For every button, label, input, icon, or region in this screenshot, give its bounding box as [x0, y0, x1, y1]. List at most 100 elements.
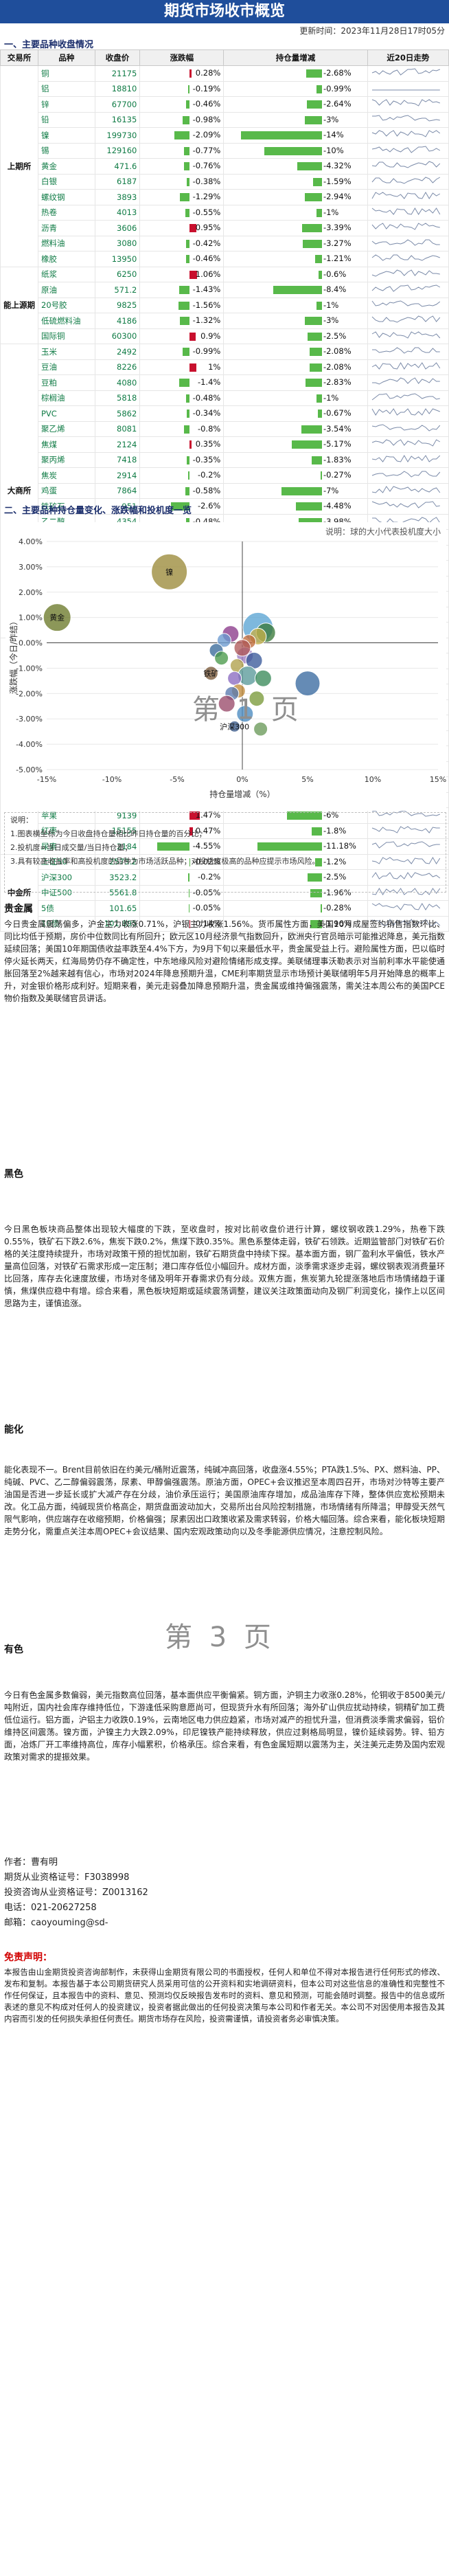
- change-bar: [179, 286, 189, 294]
- change-cell: -0.19%: [139, 80, 224, 97]
- product-name: 棕榈油: [38, 390, 95, 406]
- change-value: -0.46%: [192, 99, 221, 109]
- trend-sparkline: [367, 204, 449, 221]
- trend-sparkline: [367, 421, 449, 437]
- sparkline-icon: [371, 223, 440, 230]
- x-axis-label: 持仓量增减（%）: [209, 789, 275, 799]
- section-black-title: 黑色: [4, 1169, 23, 1180]
- chart-legend-note: 说明：球的大小代表投机度大小: [325, 526, 441, 537]
- position-bar: [257, 842, 322, 851]
- sparkline-icon: [371, 424, 440, 432]
- position-cell: -1%: [223, 390, 368, 406]
- product-name: 黄金: [38, 158, 95, 175]
- sparkline-icon: [371, 903, 440, 911]
- position-bar: [316, 394, 322, 403]
- trend-sparkline: [367, 498, 449, 515]
- position-bar: [314, 858, 322, 866]
- close-price: 571.2: [94, 282, 141, 298]
- trend-sparkline: [367, 65, 449, 82]
- sparkline-icon: [371, 115, 440, 122]
- position-bar: [306, 69, 322, 78]
- change-bar: [185, 208, 189, 217]
- update-time: 更新时间：2023年11月28日17时05分: [299, 26, 445, 36]
- bubble-point: [253, 721, 268, 737]
- change-bar: [189, 811, 200, 820]
- position-cell: -2.64%: [223, 96, 368, 113]
- change-value: -0.76%: [192, 161, 221, 170]
- sparkline-icon: [371, 192, 440, 200]
- change-cell: 0.28%: [139, 65, 224, 82]
- bubble-point: [227, 671, 242, 686]
- author-name: 作者：曹有明: [4, 1857, 58, 1868]
- change-cell: -0.02%: [139, 853, 224, 870]
- position-cell: -1.96%: [223, 915, 368, 932]
- product-name: 5债: [38, 900, 95, 917]
- position-cell: -1.21%: [223, 251, 368, 267]
- trend-sparkline: [367, 297, 449, 313]
- product-name: 铅: [38, 111, 95, 128]
- change-cell: -2.09%: [139, 127, 224, 144]
- change-bar: [183, 162, 189, 170]
- table-row: 沥青 3606 0.95% -3.39%: [1, 220, 449, 236]
- position-cell: -0.6%: [223, 266, 368, 282]
- table-row: 焦炭 2914 -0.2% -0.27%: [1, 467, 449, 484]
- change-value: 0.9%: [200, 331, 221, 341]
- position-cell: -2.94%: [223, 189, 368, 205]
- product-name: 国际铜: [38, 328, 95, 344]
- sparkline-icon: [371, 146, 440, 153]
- sparkline-icon: [371, 841, 440, 849]
- col-change: 涨跌幅: [139, 49, 224, 66]
- author-phone: 电话：021-20627258: [4, 1903, 97, 1913]
- y-tick-label: -3.00%: [16, 715, 43, 724]
- sparkline-icon: [371, 471, 440, 478]
- trend-sparkline: [367, 451, 449, 468]
- change-value: -0.99%: [192, 346, 221, 356]
- y-tick-label: 2.00%: [19, 588, 43, 597]
- trend-sparkline: [367, 266, 449, 282]
- bubble-chart: 说明：球的大小代表投机度大小 4.00% 3.00% 2.00% 1.00% 0.00% -…: [5, 522, 446, 811]
- position-bar: [292, 440, 322, 449]
- disclaimer-text: 本报告由山金期货投资咨询部制作，未获得山金期货有限公司的书面授权，任何人和单位不…: [4, 1967, 445, 2024]
- product-name: 焦炭: [38, 467, 95, 484]
- change-bar: [182, 348, 189, 356]
- change-value: -0.77%: [192, 145, 221, 155]
- table-row: 白银 6187 -0.38% -1.59%: [1, 173, 449, 190]
- change-bar: [180, 317, 189, 325]
- position-bar: [311, 456, 322, 464]
- close-price: 2124: [94, 436, 141, 453]
- change-bar: [182, 115, 189, 124]
- change-bar: [186, 255, 189, 263]
- product-name: 玉米: [38, 344, 95, 360]
- sparkline-icon: [371, 130, 440, 137]
- table-row: 铁矿石 951 -2.6% -4.48%: [1, 498, 449, 515]
- change-value: 1.06%: [195, 269, 221, 279]
- product-name: 豆粕: [38, 374, 95, 391]
- position-bar: [296, 502, 322, 511]
- position-value: -2.5%: [323, 872, 347, 882]
- close-price: 5818: [94, 390, 141, 406]
- change-bar: [157, 842, 189, 851]
- exchange-cell: 中金所: [0, 853, 38, 932]
- position-value: -1%: [323, 392, 339, 403]
- close-price: 9825: [94, 297, 141, 313]
- position-cell: -0.27%: [223, 467, 368, 484]
- col-trend: 近20日走势: [367, 49, 449, 66]
- exchange-cell: 能上源期: [0, 266, 38, 344]
- page-mark-1: 第 1 页: [192, 694, 303, 726]
- change-bar: [187, 471, 189, 480]
- position-value: -14%: [323, 130, 344, 139]
- position-cell: -2.83%: [223, 374, 368, 391]
- bubble-point: [151, 553, 188, 590]
- position-bar: [316, 208, 322, 217]
- change-cell: -0.98%: [139, 111, 224, 128]
- close-price: 101.895: [94, 915, 141, 932]
- close-price: 67700: [94, 96, 141, 113]
- sparkline-icon: [371, 887, 440, 895]
- position-bar: [281, 486, 322, 495]
- change-bar: [186, 177, 189, 186]
- product-name: 20号胶: [38, 297, 95, 313]
- position-value: -1.2%: [323, 856, 347, 866]
- close-price: 5862: [94, 405, 141, 422]
- change-value: -0.19%: [192, 83, 221, 93]
- change-cell: -1.32%: [139, 313, 224, 329]
